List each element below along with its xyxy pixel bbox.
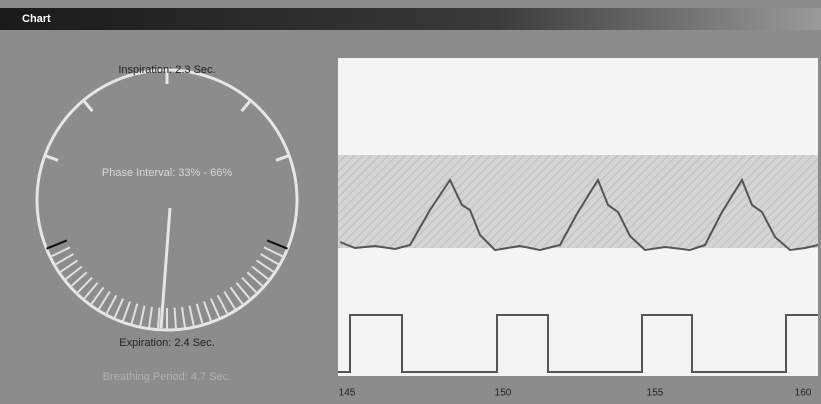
expiration-label: Expiration: 2.4 Sec. (119, 337, 214, 349)
target-band (338, 155, 818, 248)
screen: Chart Inspiration: 2.3 Sec. Phase Interv… (0, 0, 821, 404)
x-tick-label: 155 (647, 388, 664, 399)
x-tick-label: 160 (795, 388, 812, 399)
breathing-period-label: Breathing Period: 4.7 Sec. (103, 371, 231, 383)
x-tick-label: 145 (339, 388, 356, 399)
inspiration-label: Inspiration: 2.3 Sec. (118, 64, 215, 76)
title-bar (0, 8, 821, 30)
window-title: Chart (22, 13, 51, 25)
page: {"window": {"title": "Chart"}, "gauge": … (0, 0, 821, 404)
phase-interval-label: Phase Interval: 33% - 66% (102, 167, 232, 179)
x-tick-label: 150 (495, 388, 512, 399)
